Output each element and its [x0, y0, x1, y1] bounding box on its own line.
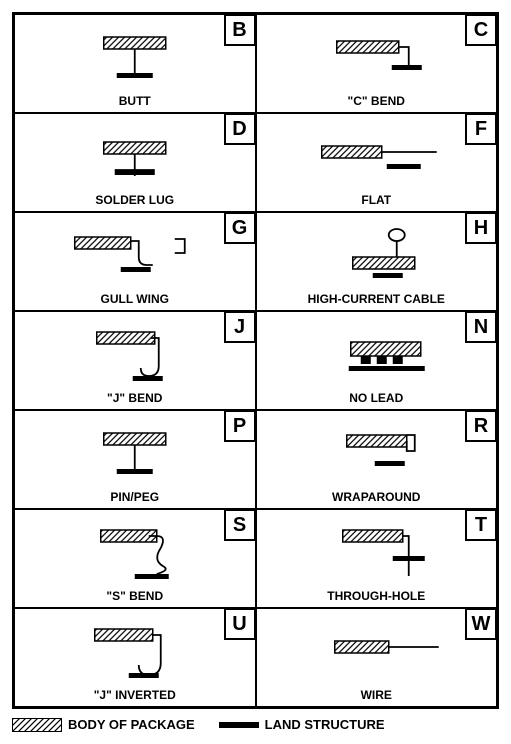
cell-u: U "J" INVERTED: [14, 608, 256, 707]
cell-label: "J" BEND: [15, 391, 255, 405]
cell-r: R WRAPAROUND: [256, 410, 498, 509]
symbol-jinverted-icon: [15, 619, 255, 689]
symbol-sbend-icon: [15, 520, 255, 590]
cell-j: J "J" BEND: [14, 311, 256, 410]
symbol-highcurrent-icon: [257, 223, 497, 293]
cell-label: SOLDER LUG: [15, 193, 255, 207]
symbol-throughhole-icon: [257, 520, 497, 590]
symbol-wraparound-icon: [257, 421, 497, 491]
cell-label: NO LEAD: [257, 391, 497, 405]
cell-c: C "C" BEND: [256, 14, 498, 113]
symbol-wire-icon: [257, 619, 497, 689]
symbol-flat-icon: [257, 124, 497, 194]
cell-d: D SOLDER LUG: [14, 113, 256, 212]
symbol-cbend-icon: [257, 25, 497, 95]
cell-b: B BUTT: [14, 14, 256, 113]
symbol-nolead-icon: [257, 322, 497, 392]
symbol-gullwing-icon: [15, 223, 255, 293]
lead-type-grid: B BUTT C "C" BEND D SOLDER LUG F FLAT G: [12, 12, 499, 709]
cell-p: P PIN/PEG: [14, 410, 256, 509]
legend-land: LAND STRUCTURE: [219, 717, 385, 732]
cell-label: THROUGH-HOLE: [257, 589, 497, 603]
cell-label: WRAPAROUND: [257, 490, 497, 504]
cell-n: N NO LEAD: [256, 311, 498, 410]
cell-label: "J" INVERTED: [15, 688, 255, 702]
cell-g: G GULL WING: [14, 212, 256, 311]
cell-label: HIGH-CURRENT CABLE: [257, 292, 497, 306]
cell-s: S "S" BEND: [14, 509, 256, 608]
cell-w: W WIRE: [256, 608, 498, 707]
legend-body-label: BODY OF PACKAGE: [68, 717, 195, 732]
symbol-solderlug-icon: [15, 124, 255, 194]
cell-label: FLAT: [257, 193, 497, 207]
cell-label: WIRE: [257, 688, 497, 702]
cell-label: "C" BEND: [257, 94, 497, 108]
cell-label: GULL WING: [15, 292, 255, 306]
cell-f: F FLAT: [256, 113, 498, 212]
cell-h: H HIGH-CURRENT CABLE: [256, 212, 498, 311]
symbol-pinpeg-icon: [15, 421, 255, 491]
legend-land-label: LAND STRUCTURE: [265, 717, 385, 732]
hatch-swatch-icon: [12, 718, 62, 732]
cell-t: T THROUGH-HOLE: [256, 509, 498, 608]
cell-label: PIN/PEG: [15, 490, 255, 504]
symbol-butt-icon: [15, 25, 255, 95]
legend-body: BODY OF PACKAGE: [12, 717, 195, 732]
cell-label: BUTT: [15, 94, 255, 108]
land-swatch-icon: [219, 722, 259, 728]
legend: BODY OF PACKAGE LAND STRUCTURE: [12, 717, 499, 732]
symbol-jbend-icon: [15, 322, 255, 392]
cell-label: "S" BEND: [15, 589, 255, 603]
